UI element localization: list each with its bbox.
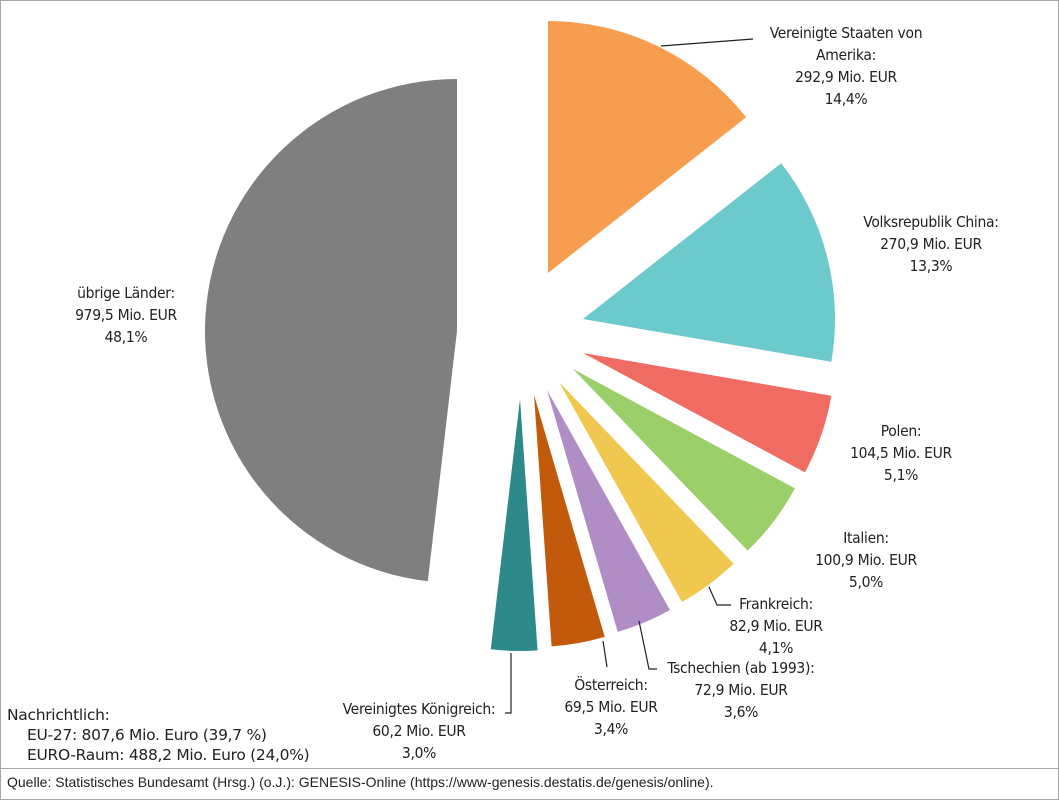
label-china: Volksrepublik China: 270,9 Mio. EUR 13,3… xyxy=(836,211,1026,277)
note-block: Nachrichtlich: EU-27: 807,6 Mio. Euro (3… xyxy=(7,705,310,765)
divider xyxy=(1,768,1058,769)
label-name: Tschechien (ab 1993): xyxy=(667,659,815,677)
pie-slice-uebrige xyxy=(204,79,457,582)
label-percent: 3,0% xyxy=(401,744,437,762)
label-value: 100,9 Mio. EUR xyxy=(815,551,917,569)
label-value: 72,9 Mio. EUR xyxy=(694,681,788,699)
label-oesterreich: Österreich: 69,5 Mio. EUR 3,4% xyxy=(546,674,676,740)
label-percent: 5,0% xyxy=(848,573,884,591)
label-percent: 48,1% xyxy=(104,328,148,346)
label-italien: Italien: 100,9 Mio. EUR 5,0% xyxy=(791,527,941,593)
label-name: Frankreich: xyxy=(739,595,813,613)
pie-slice-frankreich xyxy=(559,382,734,602)
label-name: Vereinigtes Königreich: xyxy=(342,700,496,718)
label-percent: 5,1% xyxy=(883,466,919,484)
label-percent: 13,3% xyxy=(909,257,953,275)
leader-uk-line xyxy=(505,653,512,714)
pie-slice-oesterreich xyxy=(534,395,605,647)
label-percent: 4,1% xyxy=(758,639,794,657)
note-title: Nachrichtlich: xyxy=(7,706,110,724)
pie-slice-china xyxy=(583,163,836,362)
leader-tschechien-line xyxy=(638,620,657,670)
pie-chart xyxy=(204,21,836,714)
pie-slice-italien xyxy=(573,369,795,551)
label-value: 270,9 Mio. EUR xyxy=(880,235,982,253)
leader-oesterreich-line xyxy=(602,640,608,668)
label-uk: Vereinigtes Königreich: 60,2 Mio. EUR 3,… xyxy=(329,698,509,764)
label-percent: 3,4% xyxy=(593,720,629,738)
label-name: Polen: xyxy=(880,422,922,440)
label-name: Vereinigte Staaten von Amerika: xyxy=(769,24,923,64)
pie-slice-usa xyxy=(548,21,747,273)
pie-slice-uk xyxy=(490,399,538,652)
label-name: Österreich: xyxy=(574,676,648,694)
label-usa: Vereinigte Staaten von Amerika: 292,9 Mi… xyxy=(741,22,951,110)
pie-slice-tschechien xyxy=(547,390,670,632)
label-name: Italien: xyxy=(843,529,889,547)
label-uebrige: übrige Länder: 979,5 Mio. EUR 48,1% xyxy=(46,282,206,348)
leader-frankreich-line xyxy=(708,586,731,606)
label-value: 292,9 Mio. EUR xyxy=(795,68,897,86)
pie-slice-polen xyxy=(583,353,832,473)
label-tschechien: Tschechien (ab 1993): 72,9 Mio. EUR 3,6% xyxy=(646,657,836,723)
label-frankreich: Frankreich: 82,9 Mio. EUR 4,1% xyxy=(711,593,841,659)
label-value: 979,5 Mio. EUR xyxy=(75,306,177,324)
source-text: Quelle: Statistisches Bundesamt (Hrsg.) … xyxy=(7,774,714,790)
label-polen: Polen: 104,5 Mio. EUR 5,1% xyxy=(826,420,976,486)
label-percent: 3,6% xyxy=(723,703,759,721)
label-name: Volksrepublik China: xyxy=(863,213,999,231)
leader-usa-line xyxy=(660,38,754,47)
note-eu27: EU-27: 807,6 Mio. Euro (39,7 %) xyxy=(27,726,267,744)
label-name: übrige Länder: xyxy=(77,284,175,302)
label-value: 104,5 Mio. EUR xyxy=(850,444,952,462)
note-euro-raum: EURO-Raum: 488,2 Mio. Euro (24,0%) xyxy=(27,746,310,764)
label-value: 60,2 Mio. EUR xyxy=(372,722,466,740)
label-percent: 14,4% xyxy=(824,90,868,108)
label-value: 82,9 Mio. EUR xyxy=(729,617,823,635)
label-value: 69,5 Mio. EUR xyxy=(564,698,658,716)
